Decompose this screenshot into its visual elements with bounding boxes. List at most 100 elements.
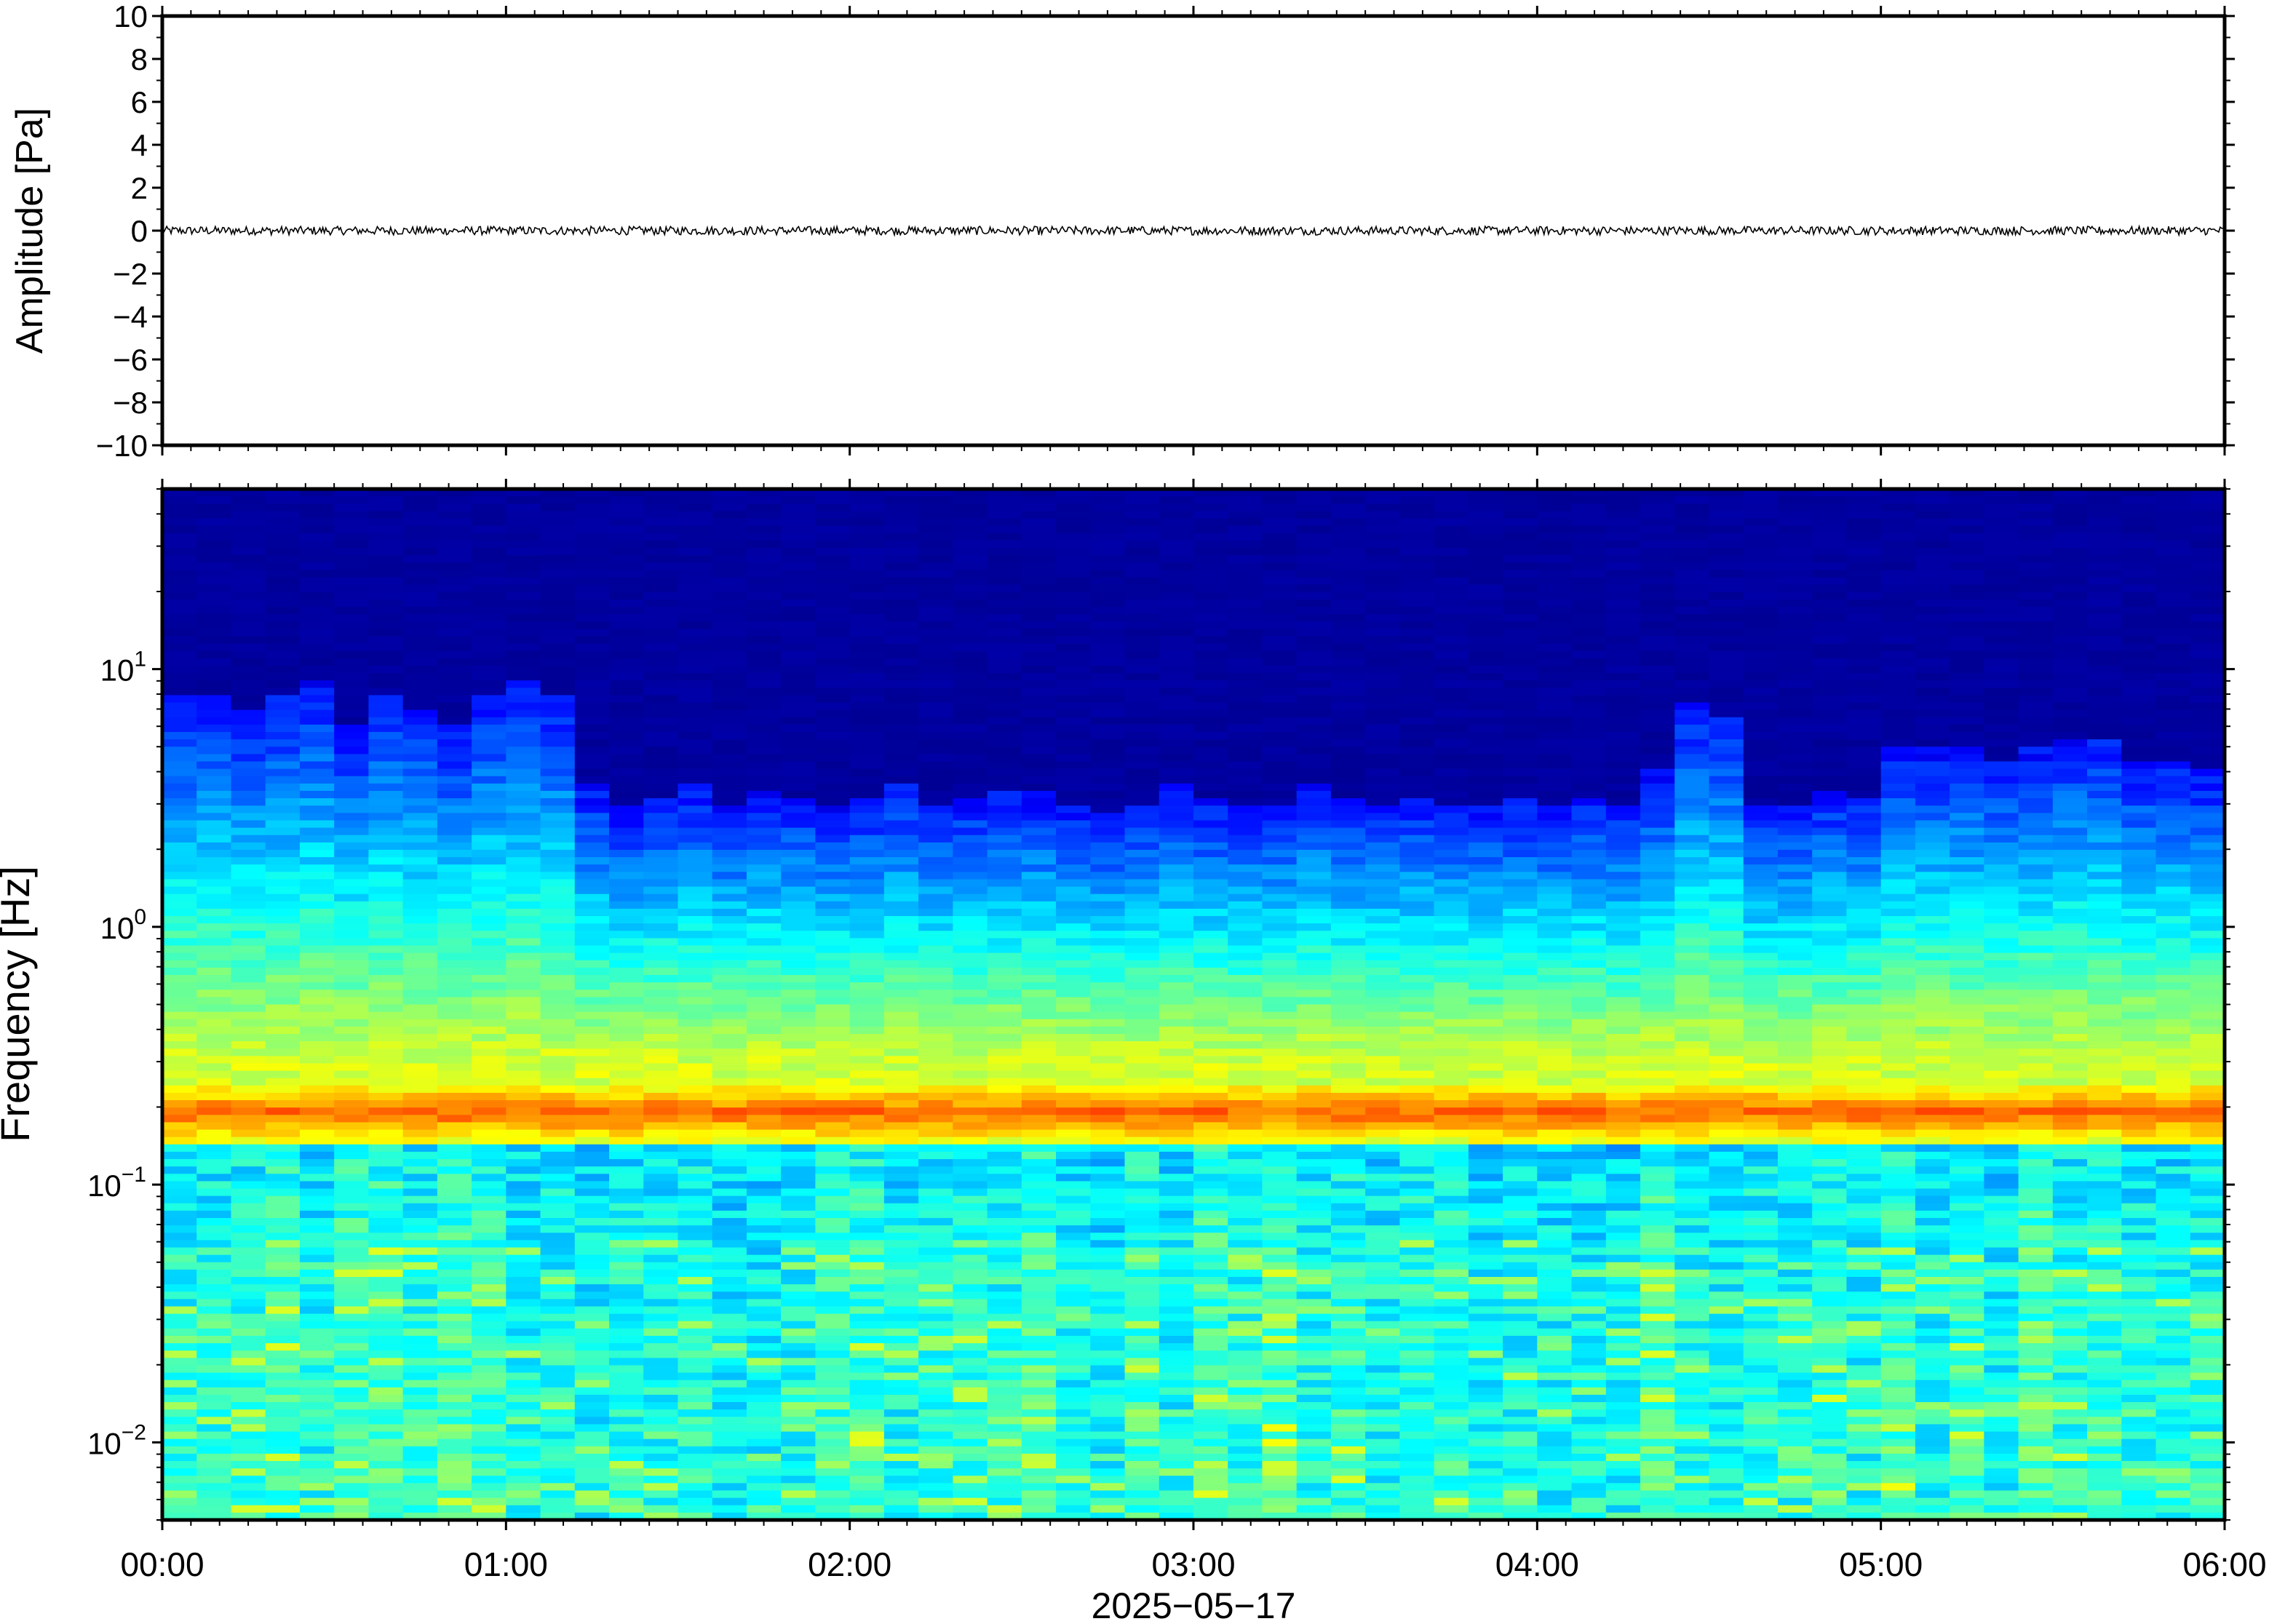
spectrogram-cell: [334, 643, 369, 652]
spectrogram-cell: [402, 1299, 438, 1307]
spectrogram-cell: [1262, 1505, 1298, 1513]
spectrogram-cell: [402, 599, 438, 608]
spectrogram-cell: [1262, 717, 1298, 725]
spectrogram-cell: [1262, 901, 1298, 909]
spectrogram-cell: [506, 1350, 541, 1358]
spectrogram-cell: [953, 1394, 988, 1403]
spectrogram-cell: [1056, 570, 1091, 578]
spectrogram-cell: [1090, 990, 1126, 998]
spectrogram-cell: [643, 923, 679, 931]
spectrogram-cell: [677, 1210, 713, 1219]
spectrogram-cell: [1228, 1011, 1263, 1020]
spectrogram-cell: [231, 997, 266, 1006]
spectrogram-cell: [265, 1063, 301, 1072]
spectrogram-cell: [953, 695, 988, 704]
spectrogram-cell: [299, 1497, 335, 1506]
spectrogram-cell: [334, 1262, 369, 1270]
spectrogram-cell: [1296, 717, 1332, 725]
spectrogram-cell: [1090, 938, 1126, 947]
spectrogram-cell: [540, 835, 576, 843]
spectrogram-cell: [677, 1321, 713, 1329]
spectrogram-cell: [196, 1497, 232, 1506]
spectrogram-cell: [1296, 1461, 1332, 1469]
spectrogram-cell: [815, 518, 851, 527]
spectrogram-cell: [196, 857, 232, 865]
spectrogram-cell: [1021, 1137, 1057, 1145]
spectrogram-cell: [472, 1328, 506, 1337]
spectrogram-cell: [712, 1313, 747, 1322]
spectrogram-cell: [472, 872, 506, 880]
spectrogram-cell: [781, 1476, 816, 1484]
spectrogram-cell: [1124, 577, 1160, 586]
spectrogram-cell: [677, 813, 713, 821]
spectrogram-cell: [368, 1476, 404, 1484]
spectrogram-cell: [196, 717, 232, 725]
spectrogram-cell: [162, 1313, 197, 1322]
spectrogram-cell: [746, 945, 782, 954]
spectrogram-cell: [883, 1387, 919, 1396]
waveform-y-tick-label: 4: [131, 128, 148, 162]
spectrogram-cell: [987, 621, 1022, 629]
spectrogram-cell: [1159, 1122, 1194, 1131]
spectrogram-cell: [1262, 1402, 1298, 1410]
spectrogram-cell: [265, 1181, 301, 1190]
spectrogram-cell: [1228, 1240, 1263, 1249]
spectrogram-cell: [574, 1203, 610, 1211]
spectrogram-cell: [1124, 931, 1160, 939]
spectrogram-cell: [712, 923, 747, 931]
spectrogram-cell: [746, 1137, 782, 1145]
spectrogram-cell: [746, 555, 782, 563]
spectrogram-cell: [987, 776, 1022, 784]
spectrogram-cell: [1228, 783, 1263, 792]
spectrogram-cell: [196, 518, 232, 527]
spectrogram-cell: [1193, 650, 1228, 659]
spectrogram-cell: [540, 1328, 576, 1337]
spectrogram-cell: [334, 1335, 369, 1344]
spectrogram-cell: [712, 540, 747, 549]
spectrogram-cell: [1262, 1026, 1298, 1035]
spectrogram-cell: [677, 533, 713, 541]
spectrogram-cell: [953, 724, 988, 733]
spectrogram-cell: [815, 1276, 851, 1285]
spectrogram-cell: [162, 1078, 197, 1086]
spectrogram-cell: [1296, 658, 1332, 666]
spectrogram-cell: [883, 1195, 919, 1204]
spectrogram-cell: [849, 827, 885, 836]
spectrogram-cell: [609, 1328, 644, 1337]
spectrogram-cell: [1159, 1483, 1194, 1492]
spectrogram-cell: [918, 805, 953, 813]
spectrogram-cell: [1330, 709, 1366, 718]
spectrogram-cell: [1056, 805, 1091, 813]
spectrogram-cell: [677, 673, 713, 681]
spectrogram-cell: [402, 717, 438, 725]
spectrogram-cell: [609, 1019, 644, 1027]
spectrogram-cell: [677, 967, 713, 976]
spectrogram-cell: [883, 1247, 919, 1256]
spectrogram-cell: [299, 1321, 335, 1329]
spectrogram-cell: [1056, 680, 1091, 688]
spectrogram-cell: [472, 1291, 506, 1299]
spectrogram-cell: [196, 629, 232, 637]
spectrogram-cell: [402, 1446, 438, 1454]
spectrogram-cell: [574, 893, 610, 902]
spectrogram-cell: [162, 761, 197, 770]
spectrogram-cell: [472, 893, 506, 902]
spectrogram-cell: [231, 1446, 266, 1454]
spectrogram-cell: [402, 1159, 438, 1167]
spectrogram-cell: [574, 901, 610, 909]
spectrogram-cell: [781, 1100, 816, 1108]
spectrogram-cell: [1296, 820, 1332, 829]
spectrogram-cell: [953, 1181, 988, 1190]
spectrogram-cell: [643, 754, 679, 763]
spectrogram-cell: [574, 1269, 610, 1278]
spectrogram-cell: [849, 886, 885, 895]
spectrogram-cell: [1296, 1188, 1332, 1197]
spectrogram-cell: [334, 717, 369, 725]
spectrogram-cell: [1124, 673, 1160, 681]
spectrogram-cell: [781, 1174, 816, 1182]
spectrogram-cell: [437, 1129, 472, 1138]
spectrogram-cell: [1262, 1394, 1298, 1403]
spectrogram-cell: [849, 1011, 885, 1020]
spectrogram-cell: [506, 805, 541, 813]
spectrogram-cell: [472, 975, 506, 983]
